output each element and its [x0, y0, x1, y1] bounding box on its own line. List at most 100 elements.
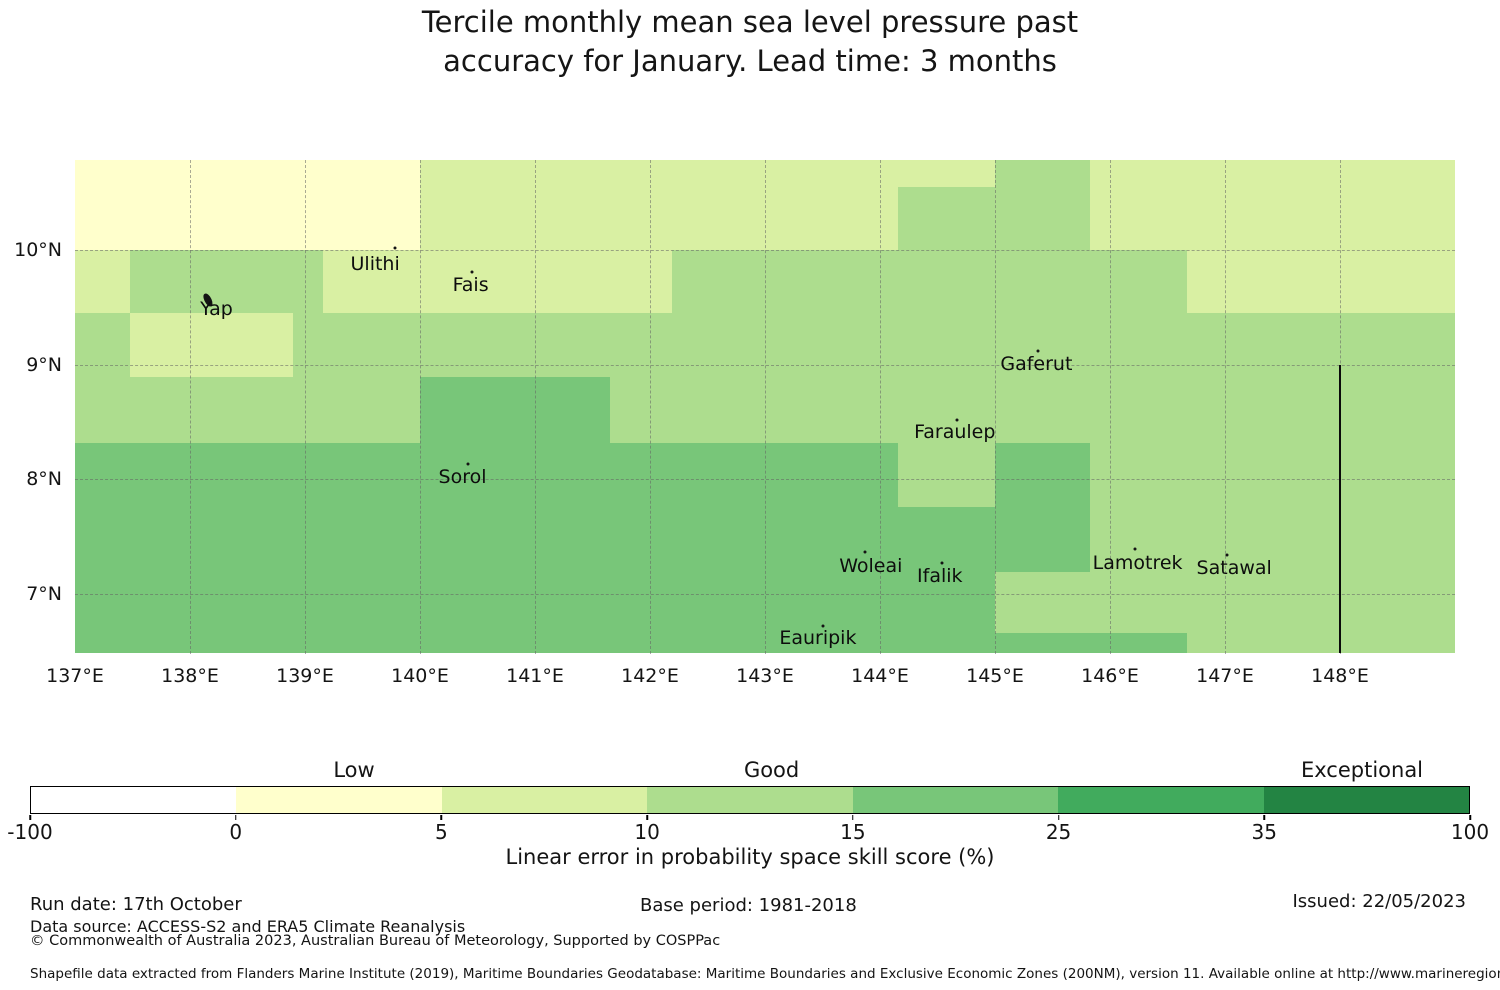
colorbar-category-label: Good — [743, 758, 800, 782]
colorbar-axis-label: Linear error in probability space skill … — [505, 845, 995, 869]
island-marker — [470, 270, 474, 274]
y-axis-tick-label: 8°N — [26, 468, 62, 491]
data-source-text: Data source: ACCESS-S2 and ERA5 Climate … — [30, 917, 466, 936]
colorbar-tick — [1057, 815, 1060, 820]
island-marker — [955, 418, 959, 422]
chart-title: Tercile monthly mean sea level pressure … — [0, 3, 1500, 81]
colorbar-segment — [1058, 787, 1264, 813]
map-cell — [75, 160, 420, 251]
map-cell — [1090, 442, 1455, 654]
colorbar-tick — [29, 815, 31, 820]
colorbar-tick-label: 10 — [634, 820, 660, 844]
gridline-vertical — [995, 160, 996, 654]
island-marker — [393, 246, 397, 250]
y-axis-tick-label: 10°N — [14, 239, 62, 262]
island-label: Sorol — [438, 465, 487, 488]
colorbar-tick-label: 100 — [1450, 820, 1490, 844]
colorbar-tick-label: 25 — [1045, 820, 1072, 844]
x-axis-tick-label: 141°E — [506, 664, 564, 687]
map-cell — [898, 442, 995, 507]
x-axis-tick-label: 144°E — [851, 664, 909, 687]
colorbar-tick — [234, 815, 237, 820]
colorbar-segment — [441, 787, 648, 813]
colorbar-tick-label: -100 — [7, 820, 53, 844]
gridline-vertical — [535, 160, 536, 654]
gridline-vertical — [420, 160, 421, 654]
chart-title-line2: accuracy for January. Lead time: 3 month… — [443, 44, 1057, 78]
gridline-horizontal — [75, 364, 1455, 366]
gridline-vertical — [650, 160, 651, 654]
island-label: Faraulep — [914, 421, 996, 444]
island-marker — [1036, 349, 1040, 353]
island-marker — [1225, 553, 1229, 557]
x-axis-tick-label: 142°E — [621, 664, 679, 687]
shapefile-credit-text: Shapefile data extracted from Flanders M… — [30, 966, 1500, 982]
issued-date-text: Issued: 22/05/2023 — [1292, 891, 1466, 912]
colorbar-tick — [1263, 815, 1266, 820]
colorbar-tick-label: 5 — [435, 820, 448, 844]
colorbar-tick — [1469, 815, 1471, 820]
colorbar-segment — [1263, 787, 1469, 813]
island-label: Gaferut — [1000, 352, 1073, 375]
colorbar-segment — [31, 787, 237, 813]
gridline-vertical — [305, 160, 306, 654]
x-axis-tick-label: 140°E — [391, 664, 449, 687]
colorbar-segment — [852, 787, 1059, 813]
island-label: Eauripik — [779, 627, 857, 650]
map-cell — [1187, 250, 1455, 314]
island-label: Ulithi — [350, 253, 400, 276]
base-period-text: Base period: 1981-2018 — [640, 895, 857, 916]
map-cell — [130, 250, 324, 314]
island-marker — [940, 561, 944, 565]
map-cell — [130, 313, 294, 378]
x-axis-tick-label: 143°E — [736, 664, 794, 687]
eez-boundary-line — [1339, 364, 1341, 654]
x-axis-tick-label: 138°E — [161, 664, 219, 687]
chart-title-line1: Tercile monthly mean sea level pressure … — [421, 5, 1079, 39]
x-axis-tick-label: 145°E — [966, 664, 1024, 687]
island-label: Fais — [452, 273, 489, 296]
colorbar-tick — [852, 815, 854, 820]
map-cell — [995, 571, 1091, 633]
map-cell — [1090, 632, 1188, 654]
x-axis-tick-label: 137°E — [46, 664, 104, 687]
map-cell — [323, 250, 672, 314]
island-marker — [863, 550, 867, 554]
map-cell — [671, 250, 1188, 314]
colorbar-segment — [647, 787, 853, 813]
gridline-horizontal — [75, 479, 1455, 481]
map-cell — [420, 377, 610, 443]
copyright-text: © Commonwealth of Australia 2023, Austra… — [30, 933, 721, 949]
colorbar-category-label: Exceptional — [1300, 758, 1424, 782]
x-axis-tick-label: 139°E — [276, 664, 334, 687]
colorbar-tick — [646, 815, 648, 820]
colorbar — [30, 786, 1470, 814]
map-cell — [75, 250, 131, 314]
colorbar-tick-label: 15 — [840, 820, 866, 844]
run-date-text: Run date: 17th October — [30, 894, 242, 915]
map-cell — [898, 187, 995, 251]
colorbar-tick — [440, 815, 443, 820]
x-axis-tick-label: 147°E — [1196, 664, 1254, 687]
gridline-vertical — [880, 160, 881, 654]
y-axis-tick-label: 7°N — [26, 582, 62, 605]
colorbar-tick-label: 35 — [1251, 820, 1278, 844]
gridline-horizontal — [75, 593, 1455, 595]
gridline-vertical — [1110, 160, 1111, 654]
gridline-vertical — [190, 160, 191, 654]
map-cell — [1090, 160, 1455, 251]
gridline-vertical — [765, 160, 766, 654]
y-axis-tick-label: 9°N — [26, 353, 62, 376]
island-label: Lamotrek — [1092, 551, 1183, 574]
map-cell — [420, 160, 899, 251]
map-cell — [898, 160, 995, 188]
island-marker — [466, 462, 470, 466]
island-label: Woleai — [839, 555, 903, 578]
island-label: Yap — [200, 297, 233, 320]
island-label: Ifalik — [917, 565, 963, 588]
x-axis-tick-label: 146°E — [1081, 664, 1139, 687]
island-label: Satawal — [1196, 557, 1272, 580]
island-marker — [1133, 547, 1137, 551]
x-axis-tick-label: 148°E — [1311, 664, 1369, 687]
